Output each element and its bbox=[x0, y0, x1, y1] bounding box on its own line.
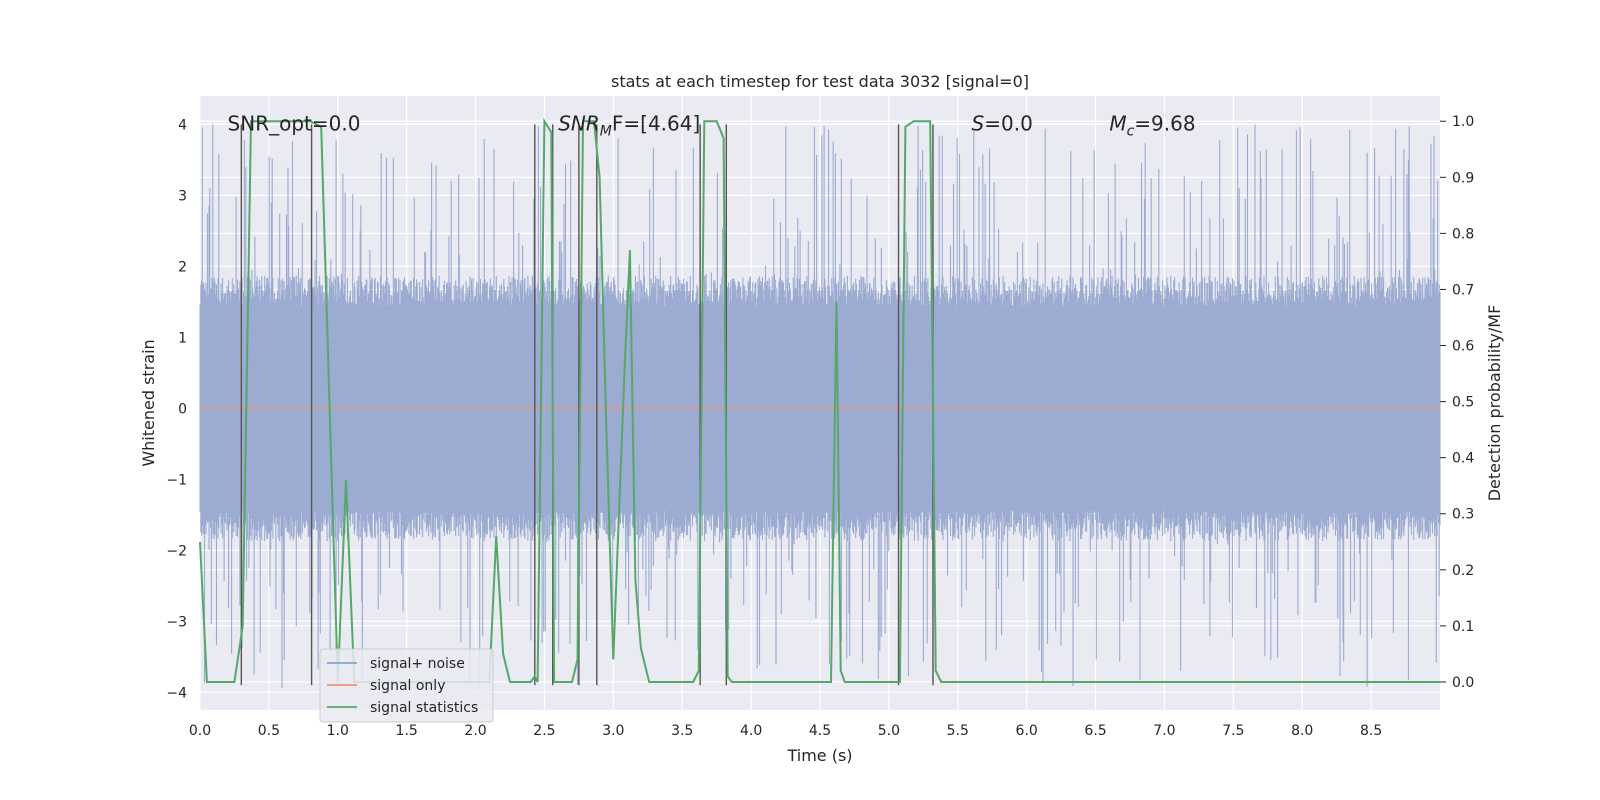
x-tick-label: 0.0 bbox=[189, 723, 211, 739]
right-tick-label: 0.9 bbox=[1452, 170, 1474, 186]
y-tick-label: 4 bbox=[178, 117, 187, 133]
legend-label-signal-only: signal only bbox=[370, 678, 445, 694]
y-tick-label: −3 bbox=[166, 614, 187, 630]
y-tick-label: 1 bbox=[178, 330, 187, 346]
x-tick-label: 4.0 bbox=[740, 723, 762, 739]
annotation-3: Mc=9.68 bbox=[1109, 111, 1195, 139]
x-tick-label: 0.5 bbox=[258, 723, 280, 739]
event-markers bbox=[240, 124, 934, 686]
annotation-0: SNR_opt=0.0 bbox=[228, 111, 361, 135]
x-axis-label: Time (s) bbox=[786, 746, 852, 765]
annotations: SNR_opt=0.0 SNRMF=[4.64] S=0.0 Mc=9.68 bbox=[228, 111, 1196, 139]
x-tick-label: 1.0 bbox=[327, 723, 349, 739]
right-tick-label: 0.0 bbox=[1452, 675, 1474, 691]
right-axis-ticks: 1.0 0.9 0.8 0.7 0.6 0.5 0.4 0.3 0.2 0.1 0.0 bbox=[1440, 114, 1474, 691]
x-tick-label: 7.5 bbox=[1222, 723, 1244, 739]
x-tick-label: 5.5 bbox=[947, 723, 969, 739]
right-tick-label: 1.0 bbox=[1452, 114, 1474, 130]
right-tick-label: 0.4 bbox=[1452, 451, 1474, 467]
legend-label-signal-statistics: signal statistics bbox=[370, 700, 478, 716]
right-tick-label: 0.5 bbox=[1452, 395, 1474, 411]
y-tick-label: 0 bbox=[178, 401, 187, 417]
right-axis-label: Detection probability/MF bbox=[1485, 305, 1504, 502]
y-tick-label: 3 bbox=[178, 188, 187, 204]
x-tick-label: 5.0 bbox=[878, 723, 900, 739]
right-tick-label: 0.2 bbox=[1452, 563, 1474, 579]
x-tick-label: 8.5 bbox=[1360, 723, 1382, 739]
y-axis-label: Whitened strain bbox=[139, 339, 158, 466]
annotation-1: SNRMF=[4.64] bbox=[558, 111, 700, 139]
right-tick-label: 0.3 bbox=[1452, 507, 1474, 523]
y-tick-label: −4 bbox=[166, 685, 187, 701]
x-tick-label: 6.5 bbox=[1084, 723, 1106, 739]
chart-title: stats at each timestep for test data 303… bbox=[611, 72, 1029, 91]
x-tick-label: 3.5 bbox=[671, 723, 693, 739]
annotation-2: S=0.0 bbox=[972, 111, 1033, 135]
legend-box bbox=[319, 648, 494, 723]
x-tick-label: 1.5 bbox=[396, 723, 418, 739]
right-tick-label: 0.7 bbox=[1452, 282, 1474, 298]
x-tick-label: 6.0 bbox=[1016, 723, 1038, 739]
right-tick-label: 0.8 bbox=[1452, 226, 1474, 242]
x-tick-label: 3.0 bbox=[602, 723, 624, 739]
x-tick-label: 4.5 bbox=[809, 723, 831, 739]
right-tick-label: 0.1 bbox=[1452, 619, 1474, 635]
y-tick-label: −1 bbox=[166, 472, 187, 488]
right-tick-label: 0.6 bbox=[1452, 339, 1474, 355]
legend: signal+ noise signal only signal statist… bbox=[319, 648, 494, 723]
x-axis-ticks: 0.0 0.5 1.0 1.5 2.0 2.5 3.0 3.5 4.0 4.5 5.0 5.5 6.0 6… bbox=[189, 723, 1382, 739]
y-axis-ticks: 4 3 2 1 0 −1 −2 −3 −4 bbox=[166, 117, 187, 701]
x-tick-label: 7.0 bbox=[1153, 723, 1175, 739]
legend-label-signal-noise: signal+ noise bbox=[370, 656, 465, 672]
x-tick-label: 2.5 bbox=[533, 723, 555, 739]
y-tick-label: 2 bbox=[178, 259, 187, 275]
y-tick-label: −2 bbox=[166, 543, 187, 559]
x-tick-label: 2.0 bbox=[464, 723, 486, 739]
x-tick-label: 8.0 bbox=[1291, 723, 1313, 739]
